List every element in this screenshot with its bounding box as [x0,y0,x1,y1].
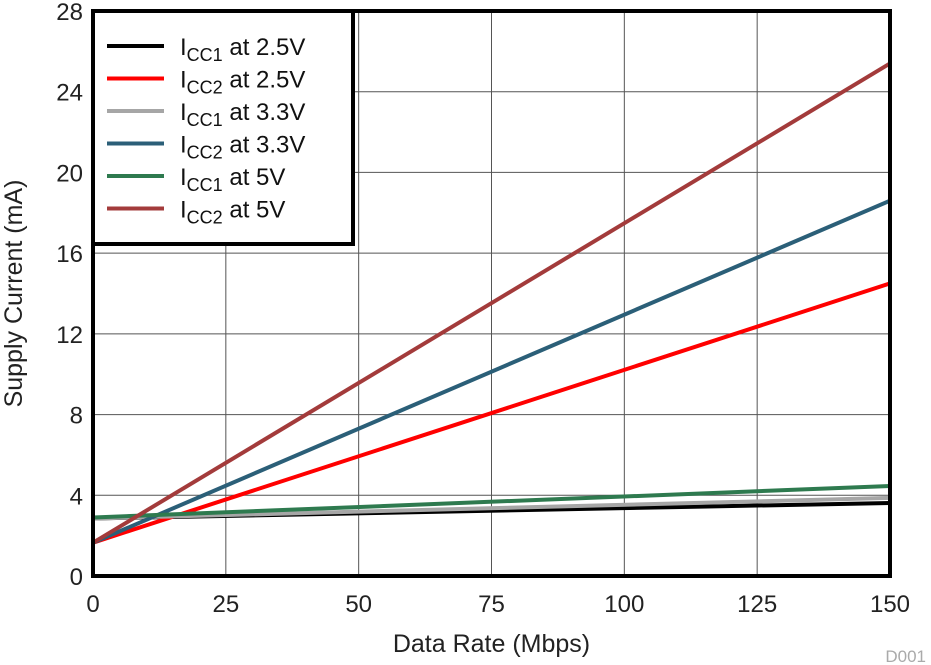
x-tick-label: 50 [345,591,372,618]
x-axis-label: Data Rate (Mbps) [393,630,590,658]
y-tick-label: 0 [70,564,83,591]
y-tick-label: 16 [56,241,83,268]
legend-entry: ICC2 at 2.5V [180,67,305,98]
tick-labels: 0 25 50 75 100 125 150 0 4 8 12 16 20 24 28 [56,0,910,618]
y-tick-label: 8 [70,403,83,430]
series-line-3 [92,198,891,545]
legend-box [91,9,355,246]
series-line-1 [92,281,891,545]
plot-frame [91,9,892,578]
series-line-4 [92,484,891,520]
figure-id: D001 [885,647,926,665]
x-tick-label: 75 [478,591,505,618]
series-line-5 [91,61,892,545]
y-tick-label: 20 [56,160,83,187]
legend-entry: ICC2 at 3.3V [180,132,305,163]
y-tick-label: 12 [56,322,83,349]
grid [92,10,891,577]
x-tick-label: 0 [86,591,99,618]
y-axis-label: Supply Current (mA) [0,180,28,408]
series-lines [91,61,892,545]
y-tick-label: 28 [56,0,83,26]
legend-entry: ICC1 at 3.3V [180,99,305,130]
legend-entry: ICC2 at 5V [180,197,285,228]
x-tick-label: 25 [212,591,239,618]
x-tick-label: 125 [737,591,777,618]
y-tick-label: 24 [56,80,83,107]
x-tick-label: 100 [604,591,644,618]
legend-entry: ICC1 at 2.5V [180,34,305,65]
y-tick-label: 4 [70,483,83,510]
legend-entry: ICC1 at 5V [180,164,285,195]
series-line-2 [92,495,891,521]
x-tick-label: 150 [870,591,910,618]
